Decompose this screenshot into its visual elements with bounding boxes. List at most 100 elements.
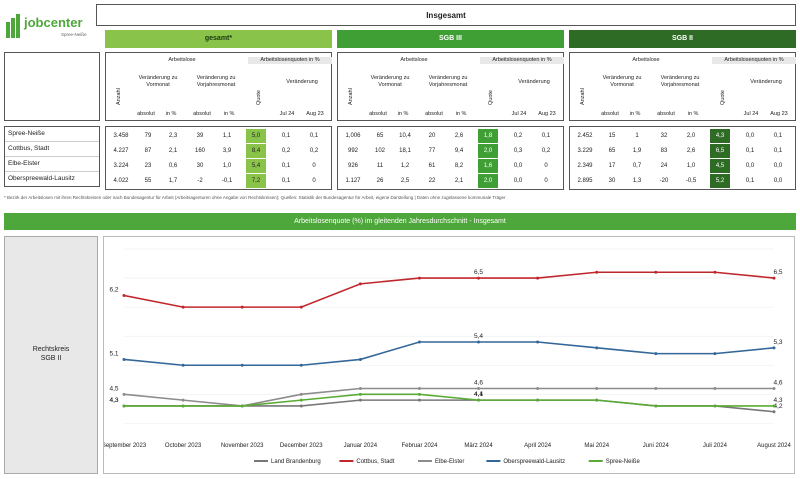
- table-cell: 0,0: [773, 163, 783, 169]
- data-point: [417, 392, 421, 396]
- table-row: 3.229 65 1,9 83 2,6 6,5 0,1 0,1: [570, 144, 795, 158]
- data-point: [536, 276, 540, 280]
- data-label: 5,4: [474, 333, 483, 340]
- hdr-vorjahr: Veränderung zu Vorjahresmonat: [196, 75, 236, 88]
- jobcenter-logo: jobcenter Spree-Neiße: [6, 14, 96, 40]
- data-point: [654, 352, 658, 356]
- table-cell: 2.349: [577, 163, 593, 169]
- table-cell: 2,0: [478, 174, 498, 188]
- table-cell: 30: [196, 163, 204, 169]
- table-cell: 0,2: [513, 133, 523, 139]
- logo-text: jobcenter: [24, 15, 83, 30]
- table-cell: 77: [428, 148, 436, 154]
- hdr-vorjahr: Veränderung zu Vorjahresmonat: [660, 75, 700, 88]
- table-row: 1,006 65 10,4 20 2,6 1,8 0,2 0,1: [338, 129, 563, 143]
- data-point: [595, 270, 599, 274]
- table-cell: 22: [428, 178, 436, 184]
- band-sgb3: SGB III: [337, 30, 564, 48]
- table-cell: 1,0: [222, 163, 232, 169]
- data-point: [358, 398, 362, 402]
- data-point: [299, 398, 303, 402]
- table-cell: 0,3: [513, 148, 523, 154]
- header-spacer: [4, 52, 100, 121]
- line-chart: September 2023 October 2023 November 2023 D…: [102, 236, 795, 474]
- hdr-quote: Arbeitslosenquoten in %: [248, 57, 332, 64]
- table-cell: 2.452: [577, 133, 593, 139]
- data-point: [181, 398, 185, 402]
- table-cell: 1,3: [632, 178, 642, 184]
- table-cell: 26: [376, 178, 384, 184]
- table-cell: 9,4: [454, 148, 464, 154]
- table-cell: 2,1: [454, 178, 464, 184]
- data-block-sgb2: 2.452 15 1 32 2,0 4,3 0,0 0,1 3.229 65 1,9 83 2,6 6,5…: [569, 126, 796, 190]
- logo-subtext: Spree-Neiße: [61, 32, 87, 37]
- table-cell: 4,3: [710, 129, 730, 143]
- data-point: [358, 357, 362, 361]
- data-point: [299, 404, 303, 408]
- hdr-arbeitslose: Arbeitslose: [632, 57, 660, 63]
- hdr-in-pct: in %: [629, 111, 641, 117]
- table-cell: 10,4: [399, 133, 411, 139]
- table-cell: 4.022: [113, 178, 129, 184]
- table-cell: 11: [376, 163, 384, 169]
- table-cell: 160: [194, 148, 205, 154]
- hdr-vormonat: Veränderung zu Vormonat: [602, 75, 642, 88]
- data-point: [240, 404, 244, 408]
- table-cell: 7,2: [246, 174, 266, 188]
- data-point: [122, 404, 126, 408]
- table-cell: 5,2: [710, 174, 730, 188]
- series-line: [123, 387, 774, 407]
- table-cell: 0: [544, 178, 548, 184]
- x-tick-label: September 2023: [104, 443, 147, 449]
- row-label: Cottbus, Stadt: [5, 142, 99, 157]
- data-point: [122, 392, 126, 396]
- x-tick-label: December 2023: [280, 443, 323, 449]
- data-point: [595, 346, 599, 350]
- table-cell: 39: [196, 133, 204, 139]
- hdr-quote-short: Quote: [720, 90, 726, 105]
- series-line: [123, 271, 775, 308]
- table-cell: 2,3: [168, 133, 178, 139]
- table-cell: 2,0: [478, 144, 498, 158]
- hdr-absolut: absolut: [657, 111, 675, 117]
- data-label: 4,6: [474, 380, 483, 387]
- hdr-aug23: Aug 23: [306, 111, 324, 117]
- data-label: 4,2: [773, 403, 782, 410]
- data-point: [417, 276, 421, 280]
- table-cell: 32: [660, 133, 668, 139]
- data-label: 4,4: [474, 391, 483, 398]
- data-label: 6,5: [474, 269, 483, 276]
- table-row: 1.127 26 2,5 22 2,1 2,0 0,0 0: [338, 174, 563, 188]
- table-cell: 1,006: [345, 133, 361, 139]
- table-cell: 1,2: [400, 163, 410, 169]
- row-label: Elbe-Elster: [5, 157, 99, 172]
- row-labels: Spree-Neiße Cottbus, Stadt Elbe-Elster O…: [4, 126, 100, 187]
- hdr-absolut: absolut: [601, 111, 619, 117]
- x-tick-label: November 2023: [221, 443, 264, 449]
- series-line: [124, 393, 774, 407]
- table-cell: 0,1: [281, 178, 291, 184]
- hdr-veraenderung: Veränderung: [286, 79, 318, 85]
- data-point: [181, 305, 185, 309]
- table-cell: 1.127: [345, 178, 361, 184]
- table-cell: 2.895: [577, 178, 593, 184]
- x-tick-label: Juni 2024: [643, 443, 670, 449]
- x-tick-label: April 2024: [524, 443, 552, 449]
- hdr-vormonat: Veränderung zu Vormonat: [370, 75, 410, 88]
- table-cell: 83: [660, 148, 668, 154]
- hdr-jul24: Jul 24: [279, 111, 295, 117]
- hdr-quote-short: Quote: [488, 90, 494, 105]
- table-cell: 3.229: [577, 148, 593, 154]
- table-cell: 2,6: [454, 133, 464, 139]
- chart-svg: September 2023 October 2023 November 2023 D…: [102, 248, 792, 465]
- hdr-in-pct: in %: [397, 111, 409, 117]
- legend-label: Land Brandenburg: [271, 459, 321, 465]
- data-point: [181, 363, 185, 367]
- data-point: [240, 363, 244, 367]
- table-cell: 1,9: [632, 148, 642, 154]
- table-cell: 1: [635, 133, 639, 139]
- x-tick-label: August 2024: [757, 443, 791, 449]
- legend-label: Oberspreewald-Lausitz: [503, 459, 565, 465]
- hdr-anzahl: Anzahl: [348, 88, 354, 105]
- header-panel-gesamt: Arbeitslose Arbeitslosenquoten in % Anza…: [105, 52, 332, 121]
